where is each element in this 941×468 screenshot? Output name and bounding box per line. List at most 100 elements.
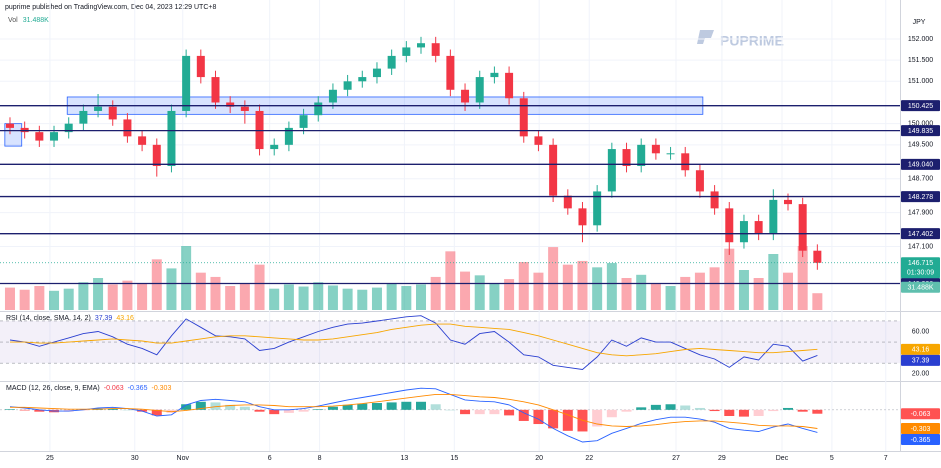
macd-histogram-bar	[694, 407, 705, 410]
macd-histogram-bar	[416, 401, 427, 410]
volume-bar	[342, 288, 353, 310]
candle-body	[240, 106, 249, 111]
candle-body	[622, 149, 631, 167]
x-tick-label: 15	[450, 455, 458, 462]
y-tick-label: 152.000	[908, 36, 933, 43]
x-tick-label: 20	[535, 455, 543, 462]
candle-body	[79, 110, 88, 124]
macd-histogram-bar	[19, 409, 30, 411]
currency: JPY	[913, 19, 926, 26]
macd-histogram-bar	[107, 408, 118, 410]
volume-bar	[592, 267, 603, 310]
macd-value-label-box	[901, 408, 940, 420]
y-tick-label: 147.900	[908, 209, 933, 216]
macd-histogram-bar	[518, 409, 529, 421]
macd-histogram-bar	[327, 406, 338, 410]
volume-bar	[298, 286, 309, 310]
macd-histogram-bar	[606, 409, 617, 418]
volume-bar	[239, 283, 250, 310]
macd-histogram-bar	[650, 404, 661, 410]
macd-histogram-bar	[4, 409, 15, 410]
candle-body	[138, 136, 147, 145]
volume-bar	[709, 267, 720, 310]
volume-bar	[445, 251, 456, 310]
indicator-line	[9, 387, 818, 443]
volume-bar	[283, 284, 294, 310]
macd-histogram-bar	[430, 404, 441, 410]
macd-title: MACD (12, 26, close, 9, EMA)	[6, 385, 100, 392]
volume-bar	[225, 286, 236, 310]
logo: PUPRIME	[697, 30, 784, 49]
signal-value: -0.303	[151, 385, 171, 392]
volume-bar	[210, 276, 221, 310]
macd-histogram-bar	[342, 404, 353, 410]
candle-body	[94, 106, 103, 111]
macd-histogram-bar	[768, 409, 779, 412]
level-label: 147.402	[908, 231, 933, 238]
candle-body	[270, 144, 279, 150]
candle-body	[769, 199, 778, 234]
candle-body	[328, 89, 337, 103]
volume-bar	[460, 271, 471, 310]
level-label-box	[901, 100, 940, 112]
volume-bar	[474, 275, 485, 310]
candle-body	[593, 191, 602, 226]
macd-value: -0.365	[128, 385, 148, 392]
volume-bar	[504, 279, 515, 310]
level-label: 148.278	[908, 194, 933, 201]
macd-histogram-bar	[254, 409, 265, 412]
candle-body	[534, 136, 543, 145]
candle-body	[343, 81, 352, 90]
x-tick-label: 25	[46, 455, 54, 462]
volume-bar	[489, 283, 500, 310]
macd-histogram-bar	[533, 409, 544, 425]
macd-histogram-bar	[225, 404, 236, 410]
candle-body	[64, 123, 73, 133]
candle-body	[226, 102, 235, 107]
volume-bar	[430, 276, 441, 310]
macd-histogram-bar	[724, 409, 735, 416]
candle-body	[519, 98, 528, 137]
y-tick-label: 148.700	[908, 176, 933, 183]
volume-bar	[195, 272, 206, 310]
level-label: 149.040	[908, 162, 933, 169]
indicator-line	[9, 315, 818, 370]
volume-bar	[151, 259, 162, 310]
macd-value-label-box	[901, 423, 940, 435]
volume-bar	[327, 285, 338, 310]
candle-body	[607, 149, 616, 192]
last-price-label: 146.715	[908, 260, 933, 267]
candle-body	[651, 144, 660, 154]
macd-histogram-bar	[445, 409, 456, 411]
volume-bar	[724, 248, 735, 310]
volume-bar	[34, 286, 45, 310]
volume-bar	[137, 283, 148, 310]
macd-histogram-bar	[298, 409, 309, 412]
macd-histogram-bar	[460, 409, 471, 415]
logo-icon	[697, 30, 714, 44]
volume-bar	[577, 260, 588, 310]
y-tick-label: 150.000	[908, 121, 933, 128]
candle-body	[446, 55, 455, 90]
volume-bar	[357, 289, 368, 310]
volume-bar	[812, 293, 823, 310]
indicator-line	[10, 323, 818, 357]
macd-value-label: -0.063	[911, 411, 931, 418]
last-price-box	[901, 257, 940, 279]
rsi-value-label: 43.16	[912, 347, 930, 354]
rsi-value-label-box	[901, 343, 940, 355]
volume-bar	[401, 286, 412, 310]
rsi-sma-value: 43.16	[116, 315, 134, 322]
candle-body	[182, 55, 191, 111]
macd-histogram-bar	[239, 406, 250, 410]
macd-histogram-bar	[562, 409, 573, 431]
x-tick-label: 8	[318, 455, 322, 462]
macd-value-label: -0.365	[911, 437, 931, 444]
volume-bar	[166, 268, 177, 310]
x-tick-label: 13	[401, 455, 409, 462]
x-tick-label: 29	[718, 455, 726, 462]
volume-bar	[680, 276, 691, 310]
macd-histogram-bar	[210, 402, 221, 410]
volume-bar	[782, 272, 793, 310]
